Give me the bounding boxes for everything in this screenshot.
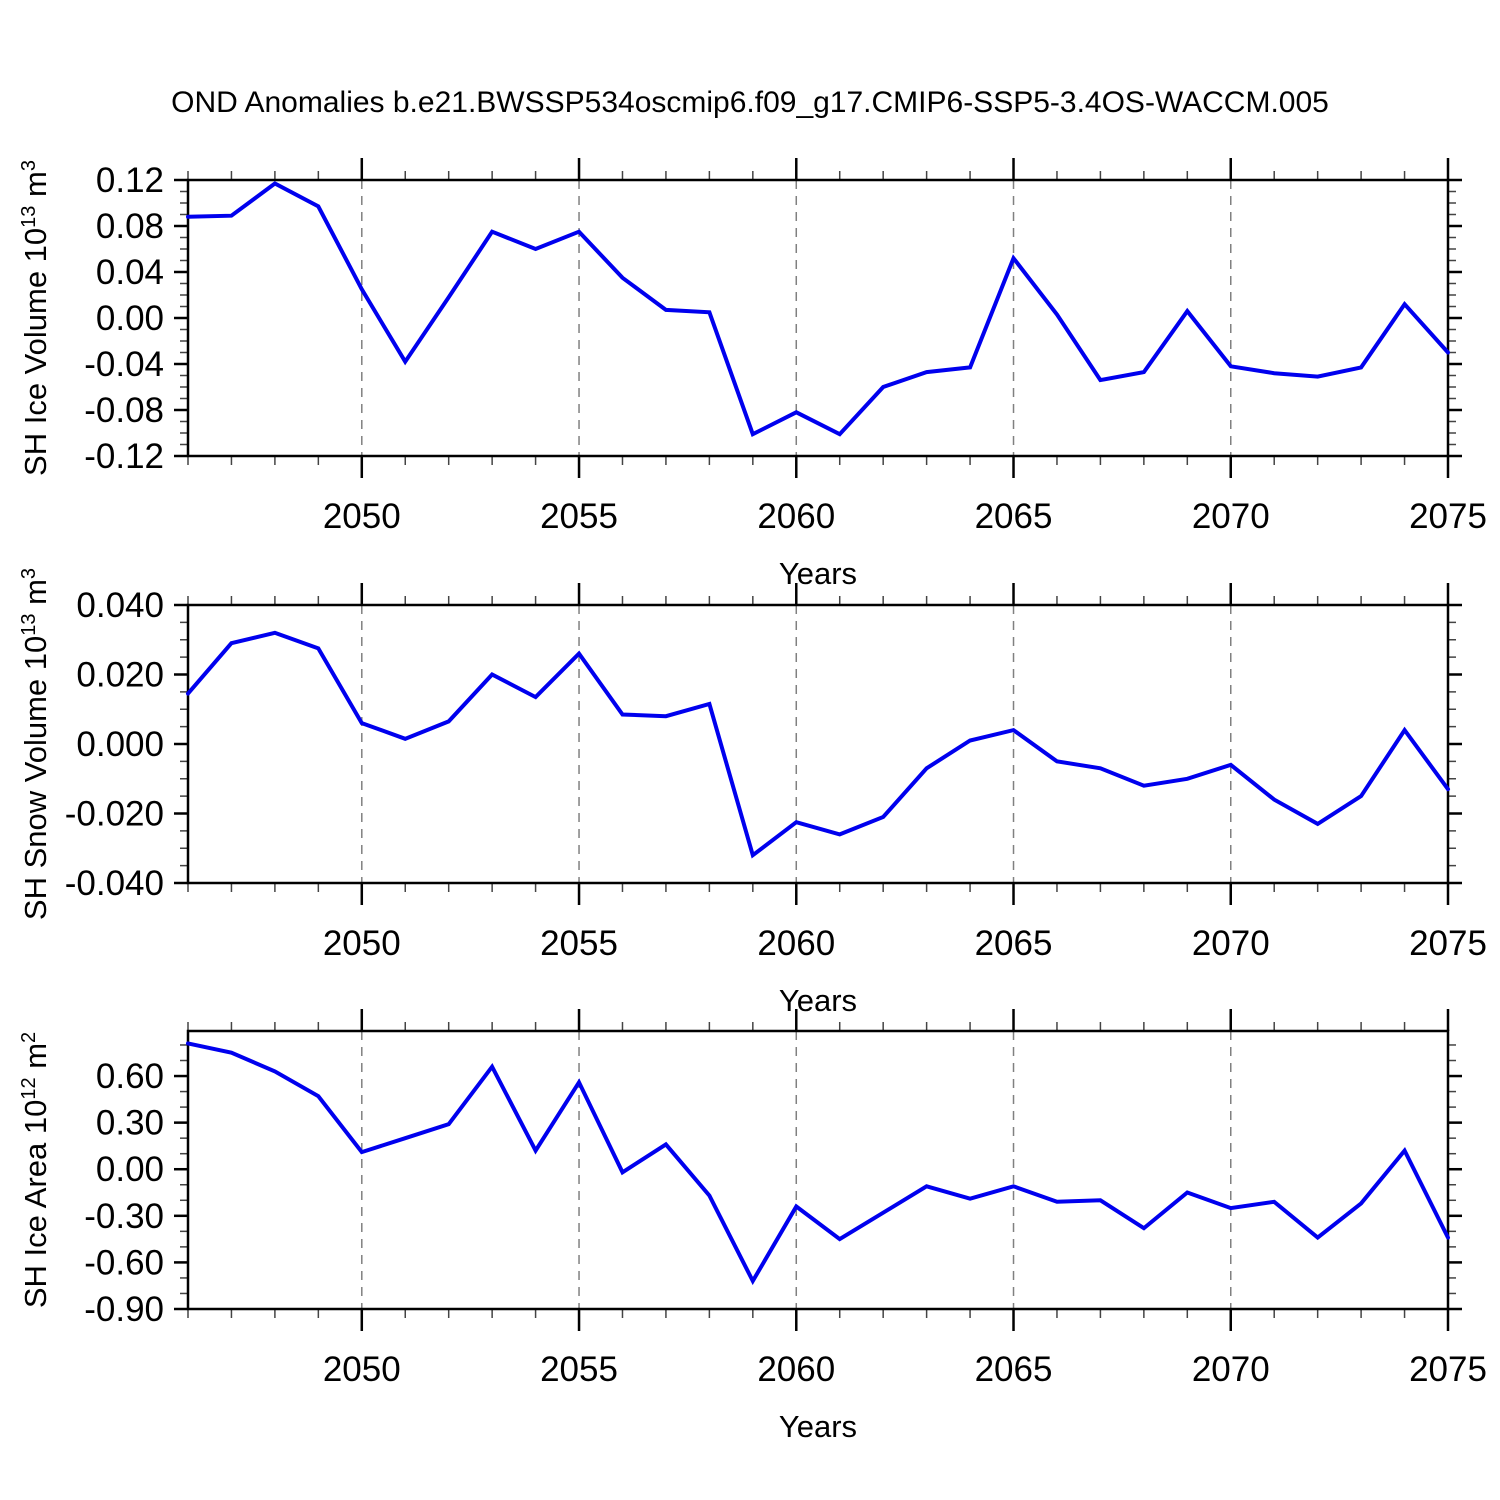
gridlines	[361, 180, 1232, 456]
plot-border	[186, 1029, 1450, 1311]
y-axis-title-text: m	[18, 171, 53, 205]
y-tick-label: -0.12	[84, 437, 164, 476]
plot-border	[186, 603, 1450, 885]
x-axis-ticks: 2050 2055 2060 2065 2070 2075	[323, 583, 1487, 963]
x-tick-label: 2070	[1192, 1350, 1270, 1389]
y-tick-label: 0.08	[96, 207, 164, 246]
y-tick-label: -0.60	[84, 1243, 164, 1282]
y-tick-label: 0.00	[96, 1150, 164, 1189]
chart-title: OND Anomalies b.e21.BWSSP534oscmip6.f09_…	[171, 86, 1329, 119]
y-tick-label: -0.040	[65, 864, 164, 903]
y-tick-label: 0.60	[96, 1057, 164, 1096]
y-axis-title-text: SH Ice Area 10	[18, 1100, 53, 1309]
y-axis-title-text: m	[18, 579, 53, 613]
y-tick-label: 0.04	[96, 253, 164, 292]
y-tick-label: 0.30	[96, 1104, 164, 1143]
y-axis-title-text: m	[18, 1043, 53, 1077]
y-axis-title: SH Snow Volume 1013 m3	[18, 568, 53, 920]
y-axis-title-sup: 13	[18, 206, 40, 228]
y-tick-label: 0.00	[96, 299, 164, 338]
y-tick-label: -0.020	[65, 795, 164, 834]
y-tick-label: 0.040	[76, 586, 164, 625]
y-axis-title: SH Ice Area 1012 m2	[18, 1032, 53, 1308]
x-minor-ticks	[187, 596, 1406, 892]
x-axis-title: Years	[779, 556, 857, 591]
y-tick-label: -0.90	[84, 1290, 164, 1329]
x-tick-label: 2055	[540, 1350, 618, 1389]
y-axis-title-sup: 13	[18, 613, 40, 635]
y-axis-title-sup: 2	[18, 1032, 40, 1043]
data-line	[186, 630, 1450, 859]
y-axis-ticks: 0.040 0.020 0.000 -0.020 -0.040	[65, 586, 1462, 903]
x-tick-label: 2050	[323, 1350, 401, 1389]
x-axis-ticks: 2050 2055 2060 2065 2070 2075	[323, 158, 1487, 536]
gridlines	[361, 1031, 1232, 1309]
x-axis-title: Years	[779, 983, 857, 1018]
x-tick-label: 2075	[1409, 924, 1487, 963]
data-line	[186, 1041, 1450, 1286]
y-minor-ticks	[180, 621, 1456, 867]
x-tick-label: 2060	[757, 924, 835, 963]
plot-border	[186, 178, 1450, 458]
y-tick-label: -0.04	[84, 345, 164, 384]
x-axis-ticks: 2050 2055 2060 2065 2070 2075	[323, 1009, 1487, 1389]
y-tick-label: -0.08	[84, 391, 164, 430]
x-minor-ticks	[187, 1022, 1406, 1318]
y-tick-label: 0.020	[76, 656, 164, 695]
x-tick-label: 2055	[540, 924, 618, 963]
y-axis-title-text: SH Ice Volume 10	[18, 228, 53, 476]
x-tick-label: 2060	[757, 1350, 835, 1389]
x-tick-label: 2070	[1192, 924, 1270, 963]
x-tick-label: 2050	[323, 497, 401, 536]
x-tick-label: 2055	[540, 497, 618, 536]
x-tick-label: 2060	[757, 497, 835, 536]
gridlines	[361, 605, 1232, 883]
y-minor-ticks	[180, 1044, 1456, 1295]
y-tick-label: 0.000	[76, 725, 164, 764]
data-line	[186, 181, 1450, 438]
x-tick-label: 2065	[975, 1350, 1053, 1389]
y-tick-label: -0.30	[84, 1197, 164, 1236]
x-tick-label: 2050	[323, 924, 401, 963]
x-tick-label: 2065	[975, 924, 1053, 963]
y-axis-title-sup: 12	[18, 1077, 40, 1099]
y-axis-ticks: 0.60 0.30 0.00 -0.30 -0.60 -0.90	[84, 1057, 1462, 1329]
x-axis-title: Years	[779, 1409, 857, 1444]
x-tick-label: 2065	[975, 497, 1053, 536]
x-tick-label: 2075	[1409, 1350, 1487, 1389]
y-axis-title: SH Ice Volume 1013 m3	[18, 160, 53, 476]
x-minor-ticks	[187, 171, 1406, 465]
x-tick-label: 2070	[1192, 497, 1270, 536]
y-axis-ticks: 0.12 0.08 0.04 0.00 -0.04 -0.08 -0.12	[84, 161, 1462, 476]
y-tick-label: 0.12	[96, 161, 164, 200]
x-tick-label: 2075	[1409, 497, 1487, 536]
y-axis-title-text: SH Snow Volume 10	[18, 636, 53, 920]
y-axis-title-sup: 3	[18, 160, 40, 171]
y-axis-title-sup: 3	[18, 568, 40, 579]
y-minor-ticks	[180, 190, 1456, 446]
